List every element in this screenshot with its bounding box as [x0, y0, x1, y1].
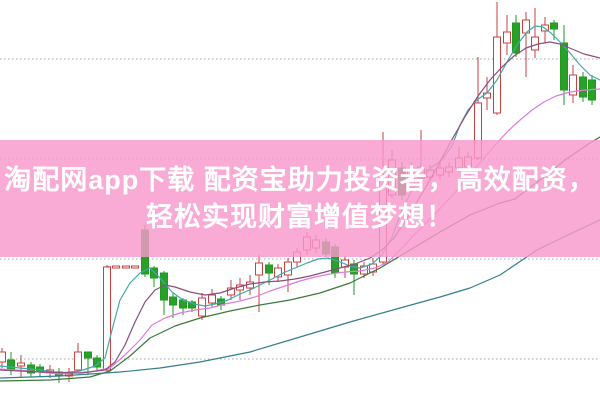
promo-banner-line2: 轻松实现财富增值梦想！: [146, 201, 454, 232]
candle-body: [579, 76, 587, 98]
candle-body: [255, 262, 263, 276]
candle-body: [0, 351, 6, 363]
candle-body: [503, 31, 511, 44]
candle-body: [188, 301, 196, 309]
candle-body: [493, 36, 501, 114]
candle-body: [274, 267, 282, 278]
candle-body: [569, 74, 577, 96]
candle-body: [208, 294, 216, 304]
candle-body: [483, 92, 491, 99]
ma-fast-teal: [0, 25, 600, 374]
candle-body: [531, 36, 539, 51]
candle-body: [74, 351, 82, 371]
candle-body: [560, 42, 568, 91]
candle-body: [150, 267, 158, 279]
candle-body: [93, 357, 101, 368]
candle-body: [265, 264, 273, 274]
candle-body: [284, 261, 292, 276]
candle-body: [122, 265, 130, 269]
candle-body: [84, 351, 92, 359]
ma-magenta: [0, 88, 600, 375]
ma-slow-teal: [0, 219, 600, 379]
candle-body: [227, 287, 235, 296]
candle-body: [550, 22, 558, 30]
candle-body: [112, 265, 120, 269]
candle-body: [103, 266, 111, 371]
promo-banner: 淘配网app下载 配资宝助力投资者，高效配资， 轻松实现财富增值梦想！: [0, 140, 600, 257]
candle-body: [512, 22, 520, 54]
ma-purple: [0, 41, 600, 374]
candle-body: [131, 265, 139, 269]
candle-body: [7, 359, 15, 371]
candle-body: [198, 297, 206, 317]
candle-body: [17, 362, 25, 367]
promo-banner-line1: 淘配网app下载 配资宝助力投资者，高效配资，: [4, 164, 596, 195]
candle-body: [169, 296, 177, 306]
